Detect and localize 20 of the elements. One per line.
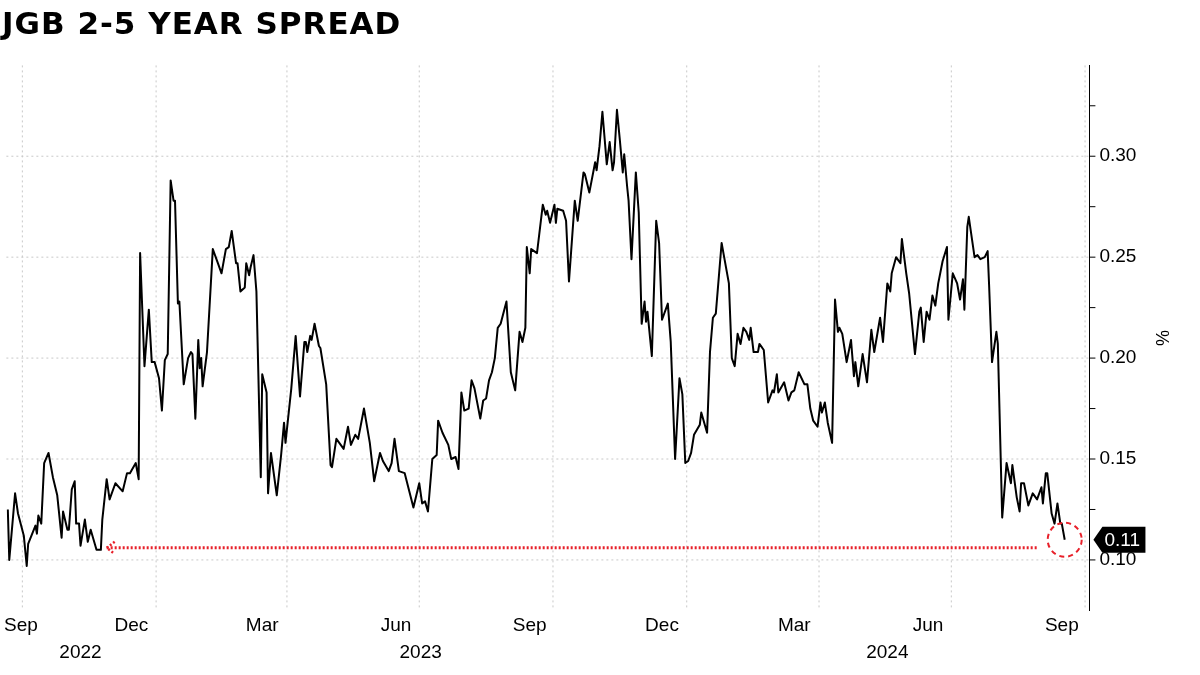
x-tick-label: Dec bbox=[645, 614, 679, 636]
x-tick-label: Mar bbox=[245, 614, 280, 636]
y-tick-label: 0.25 bbox=[1099, 245, 1137, 267]
x2-tick-label: 2022 bbox=[59, 640, 102, 662]
y-axis-title: % bbox=[1152, 329, 1173, 346]
x-tick-label: Jun bbox=[380, 614, 412, 636]
x2-tick-label: 2024 bbox=[866, 640, 909, 662]
x-tick-label: Sep bbox=[4, 614, 38, 636]
x-tick-label: Mar bbox=[777, 614, 812, 636]
chart-title: JGB 2-5 YEAR SPREAD bbox=[0, 4, 403, 43]
x-tick-label: Sep bbox=[512, 614, 547, 636]
y-tick-label: 0.15 bbox=[1099, 447, 1137, 469]
x-tick-label: Jun bbox=[912, 614, 944, 636]
annotation: 0.11 bbox=[1104, 528, 1140, 550]
y-tick-label: 0.20 bbox=[1099, 346, 1137, 368]
x-tick-label: Dec bbox=[114, 614, 149, 636]
y-tick-label: 0.10 bbox=[1099, 548, 1137, 570]
y-tick-label: 0.30 bbox=[1099, 144, 1137, 166]
x2-tick-label: 2023 bbox=[399, 640, 442, 662]
x-tick-label: Sep bbox=[1044, 614, 1079, 636]
